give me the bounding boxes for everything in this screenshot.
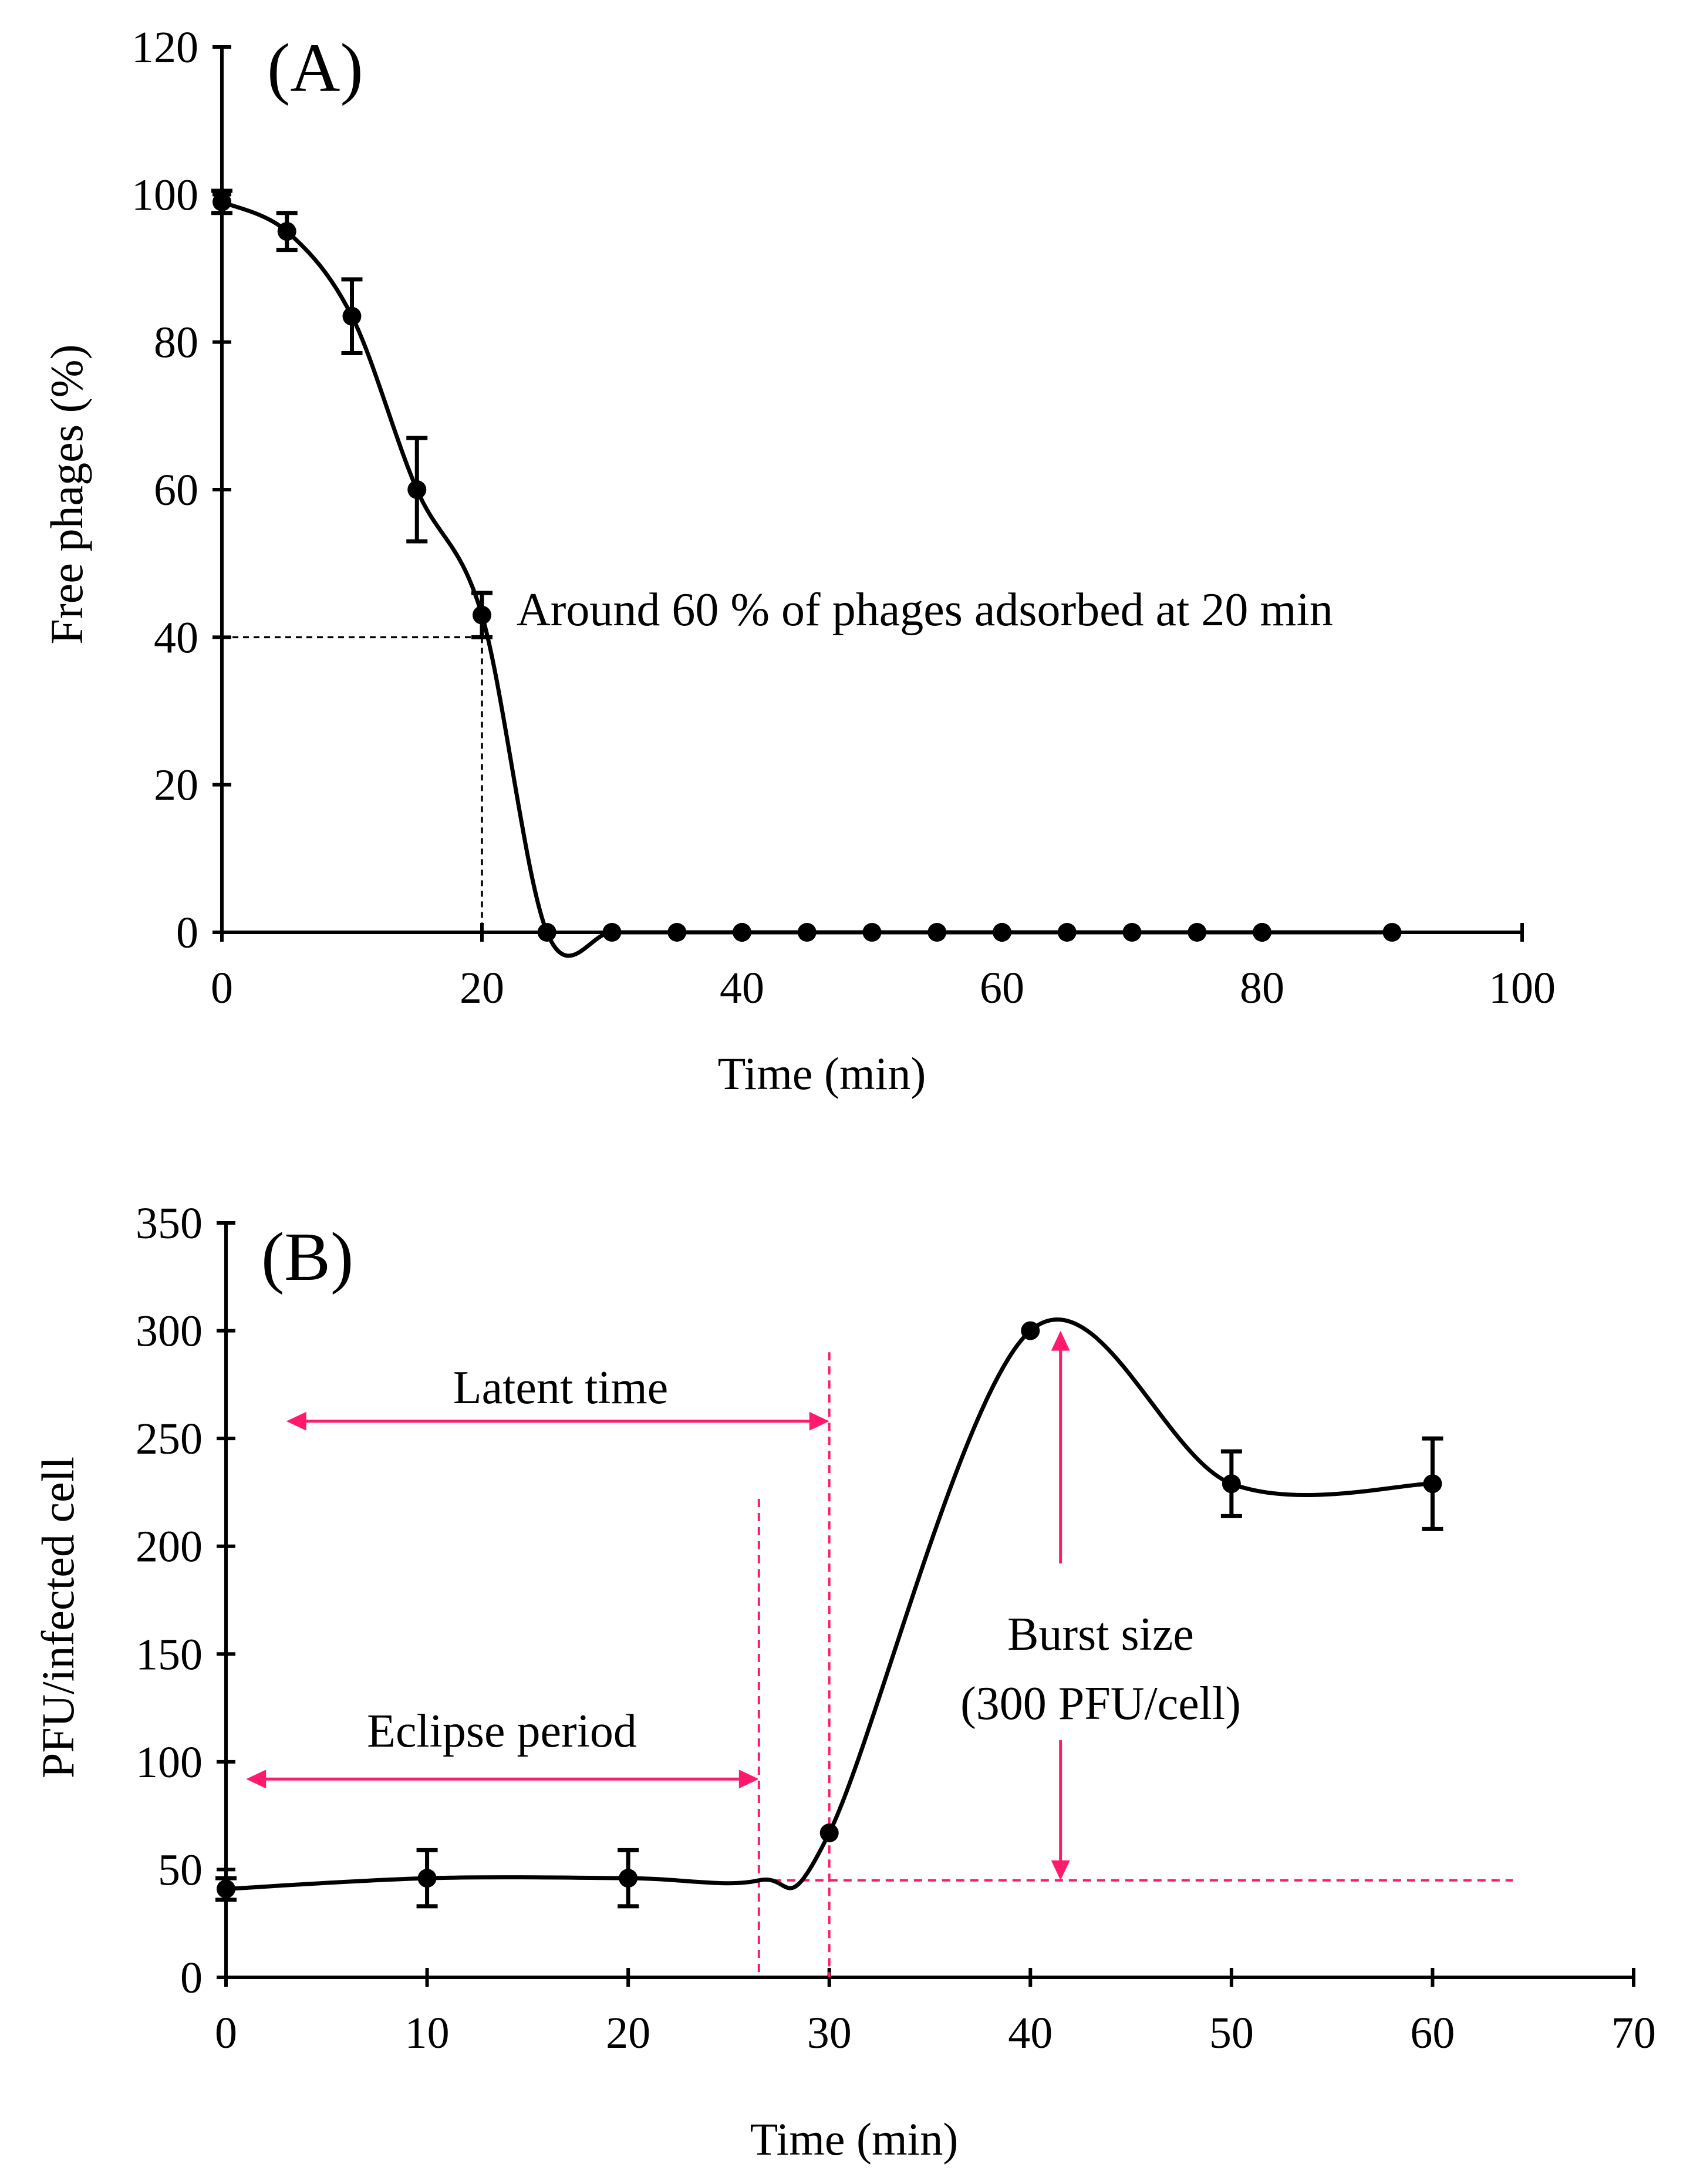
- b-y-tick-label: 150: [136, 1630, 203, 1679]
- b-y-tick-label: 200: [136, 1522, 203, 1572]
- b-data-point: [819, 1824, 839, 1843]
- b-x-tick-label: 60: [1410, 2008, 1455, 2058]
- a-data-point: [1253, 923, 1271, 942]
- a-x-tick-label: 80: [1240, 963, 1284, 1013]
- a-y-tick-label: 20: [154, 761, 198, 810]
- b-data-point: [1423, 1474, 1442, 1494]
- a-data-point: [667, 923, 687, 942]
- a-y-tick-label: 80: [154, 318, 198, 368]
- panel-b-chart: (B) 0 10 20 30 40 50 60 70 0 50 100 150 200 250 300 35…: [32, 1199, 1656, 2165]
- b-data-point: [619, 1869, 638, 1888]
- a-x-tick-label: 60: [980, 963, 1024, 1013]
- panel-b-y-tick-labels: 0 50 100 150 200 250 300 350: [136, 1199, 203, 2003]
- panel-b-guide-lines: [757, 1352, 1513, 1977]
- a-data-point: [862, 923, 882, 942]
- b-x-tick-label: 50: [1209, 2008, 1254, 2058]
- panel-a-curve: [221, 200, 1392, 958]
- b-data-point: [217, 1879, 235, 1899]
- b-y-tick-label: 50: [158, 1845, 203, 1895]
- burst-size-value-label: (300 PFU/cell): [960, 1678, 1241, 1730]
- panel-b-label: (B): [261, 1218, 353, 1295]
- a-x-tick-label: 20: [460, 963, 504, 1013]
- panel-a-chart: (A) 0 20 40 60 80 100 0 20 40 60 80 100 120 Around …: [41, 23, 1556, 1099]
- a-data-point: [797, 923, 817, 942]
- latent-time-arrowhead-left: [286, 1411, 306, 1431]
- panel-a-adsorption-annotation: Around 60 % of phages adsorbed at 20 min: [517, 584, 1333, 636]
- a-data-point: [407, 480, 427, 499]
- burst-arrowhead-down: [1051, 1860, 1070, 1880]
- a-data-point: [1122, 923, 1142, 942]
- b-data-point: [1021, 1321, 1040, 1340]
- b-y-tick-label: 100: [136, 1738, 203, 1787]
- a-data-point: [993, 923, 1011, 942]
- a-x-tick-label: 40: [720, 963, 764, 1013]
- burst-arrowhead-up: [1051, 1330, 1070, 1351]
- b-y-tick-label: 300: [136, 1307, 203, 1356]
- panel-b-points: [217, 1321, 1442, 1899]
- panel-b-arrows: [246, 1330, 1070, 1880]
- a-series-line: [221, 200, 1392, 958]
- a-data-point: [277, 222, 296, 241]
- panel-a-reference-lines: [222, 636, 483, 932]
- a-data-point: [212, 192, 231, 211]
- a-data-point: [927, 923, 947, 942]
- panel-a-y-tick-labels: 0 20 40 60 80 100 120: [131, 23, 198, 958]
- b-data-point: [417, 1869, 437, 1888]
- latent-time-arrowhead-right: [809, 1411, 829, 1431]
- panel-a-x-tick-labels: 0 20 40 60 80 100: [211, 963, 1556, 1013]
- a-x-tick-label: 0: [211, 963, 233, 1013]
- a-data-point: [602, 923, 622, 942]
- b-x-tick-label: 0: [215, 2008, 237, 2058]
- latent-time-label: Latent time: [453, 1362, 669, 1414]
- b-x-tick-label: 30: [807, 2008, 852, 2058]
- a-x-tick-label: 100: [1489, 963, 1556, 1013]
- a-data-point: [1382, 923, 1402, 942]
- eclipse-period-arrowhead-right: [738, 1770, 759, 1789]
- a-data-point: [1188, 923, 1207, 942]
- a-y-tick-label: 120: [131, 23, 198, 72]
- panel-a-x-axis-title: Time (min): [718, 1048, 926, 1099]
- panel-a-label: (A): [267, 29, 363, 106]
- panel-a-points: [212, 192, 1402, 942]
- a-data-point: [733, 923, 751, 942]
- panel-b-y-axis-title: PFU/infected cell: [32, 1457, 83, 1778]
- a-data-point: [1057, 923, 1077, 942]
- eclipse-period-label: Eclipse period: [367, 1706, 637, 1757]
- burst-size-label: Burst size: [1007, 1609, 1194, 1660]
- a-data-point: [473, 605, 491, 625]
- b-x-tick-label: 20: [606, 2008, 650, 2058]
- a-y-tick-label: 0: [176, 908, 198, 958]
- panel-a-error-bars: [211, 188, 493, 639]
- b-data-point: [1222, 1474, 1241, 1494]
- panel-a-y-axis-title: Free phages (%): [41, 344, 92, 644]
- b-y-tick-label: 350: [136, 1199, 203, 1248]
- b-y-tick-label: 250: [136, 1414, 203, 1464]
- panel-b-x-axis-title: Time (min): [750, 2114, 959, 2165]
- a-data-point: [537, 923, 556, 942]
- a-y-tick-label: 100: [131, 170, 198, 220]
- a-y-tick-label: 40: [154, 613, 198, 662]
- a-data-point: [342, 306, 362, 326]
- a-y-tick-label: 60: [154, 466, 198, 515]
- panel-b-x-tick-labels: 0 10 20 30 40 50 60 70: [215, 2008, 1656, 2058]
- b-y-tick-label: 0: [180, 1953, 203, 2003]
- b-x-tick-label: 10: [405, 2008, 450, 2058]
- panel-b-axes: [217, 1221, 1635, 1987]
- b-x-tick-label: 40: [1008, 2008, 1053, 2058]
- b-x-tick-label: 70: [1611, 2008, 1656, 2058]
- eclipse-period-arrowhead-left: [246, 1770, 267, 1789]
